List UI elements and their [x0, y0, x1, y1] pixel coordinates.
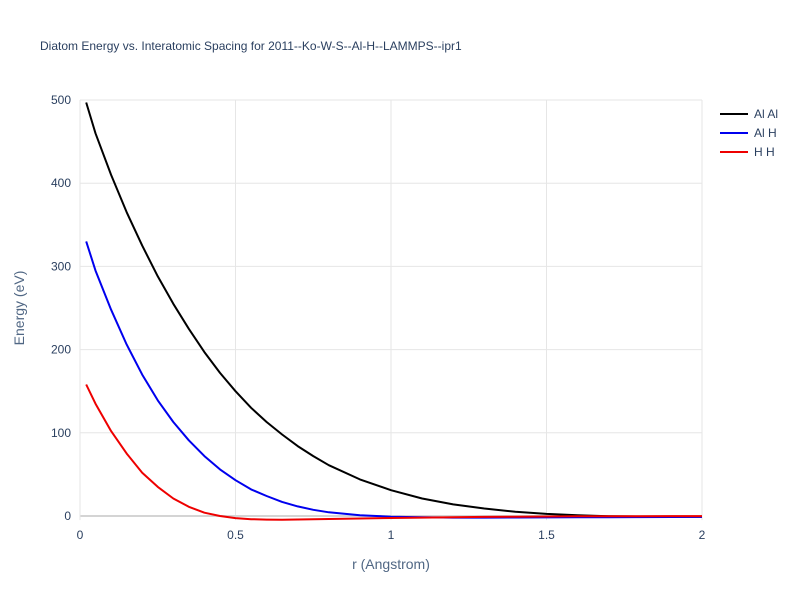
y-tick-label: 500 — [51, 93, 71, 107]
x-tick-labels: 0 0.5 1 1.5 2 — [77, 528, 706, 542]
y-tick-label: 400 — [51, 176, 71, 190]
legend-item[interactable]: H H — [720, 145, 775, 159]
legend-item[interactable]: Al Al — [720, 107, 778, 121]
x-tick-label: 0 — [77, 528, 84, 542]
legend-item[interactable]: Al H — [720, 126, 777, 140]
legend-label: Al Al — [754, 107, 778, 121]
x-tick-label: 1.5 — [538, 528, 555, 542]
x-tick-label: 2 — [699, 528, 706, 542]
series-line-h-h — [85, 384, 702, 521]
x-axis-title: r (Angstrom) — [352, 556, 430, 572]
y-tick-label: 300 — [51, 259, 71, 273]
x-tick-label: 0.5 — [227, 528, 244, 542]
y-tick-label: 100 — [51, 426, 71, 440]
x-tick-label: 1 — [388, 528, 395, 542]
series-line-al-h — [85, 241, 703, 519]
legend[interactable]: Al Al Al H H H — [720, 107, 778, 159]
series-line-al-al — [85, 102, 702, 518]
chart-title: Diatom Energy vs. Interatomic Spacing fo… — [40, 39, 462, 53]
legend-label: Al H — [754, 126, 777, 140]
y-tick-label: 0 — [64, 509, 71, 523]
series-lines — [85, 102, 703, 521]
y-tick-labels: 0 100 200 300 400 500 — [51, 93, 71, 523]
y-axis-title: Energy (eV) — [11, 271, 27, 346]
legend-label: H H — [754, 145, 775, 159]
y-tick-label: 200 — [51, 343, 71, 357]
gridlines — [79, 99, 703, 521]
